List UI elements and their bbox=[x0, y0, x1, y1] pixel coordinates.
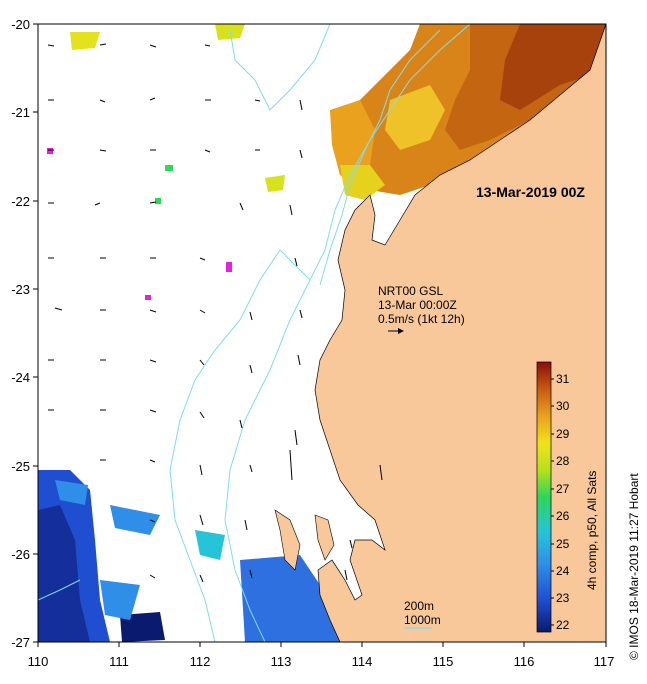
colorbar-tick-label: 22 bbox=[556, 618, 570, 632]
lat-tick-label: -23 bbox=[11, 282, 30, 297]
colorbar-ticks bbox=[551, 378, 554, 626]
legend-scale: 0.5m/s (1kt 12h) bbox=[378, 312, 465, 326]
island bbox=[314, 514, 335, 561]
colorbar-tick-label: 27 bbox=[556, 482, 570, 496]
lat-tick-label: -24 bbox=[11, 370, 30, 385]
island bbox=[274, 509, 301, 571]
colorbar-tick-label: 25 bbox=[556, 537, 570, 551]
lon-tick-label: 117 bbox=[594, 654, 615, 669]
lon-tick-label: 116 bbox=[514, 654, 535, 669]
colorbar-tick-label: 26 bbox=[556, 509, 570, 523]
colorbar-title: 4h comp, p50, All Sats bbox=[585, 471, 599, 590]
isobath-label-200: 200m bbox=[404, 599, 434, 613]
date-label: 13-Mar-2019 00Z bbox=[476, 184, 585, 200]
colorbar-tick-label: 31 bbox=[556, 372, 570, 386]
axis-ticks bbox=[33, 23, 607, 647]
lat-tick-label: -26 bbox=[11, 547, 30, 562]
legend-time: 13-Mar 00:00Z bbox=[378, 298, 457, 312]
credit-label: © IMOS 18-Mar-2019 11:27 Hobart bbox=[627, 473, 641, 660]
lat-tick-label: -20 bbox=[11, 17, 30, 32]
lat-tick-label: -21 bbox=[11, 105, 30, 120]
map-area bbox=[38, 24, 606, 642]
colorbar-tick-label: 28 bbox=[556, 454, 570, 468]
map-frame bbox=[37, 23, 607, 643]
lon-tick-label: 112 bbox=[190, 654, 211, 669]
current-vectors bbox=[47, 43, 383, 583]
colorbar-tick-label: 23 bbox=[556, 591, 570, 605]
colorbar-tick-label: 30 bbox=[556, 399, 570, 413]
land-mass bbox=[314, 24, 606, 642]
lon-tick-label: 113 bbox=[271, 654, 292, 669]
isobath-label-1000: 1000m bbox=[404, 613, 441, 627]
colorbar-tick-label: 24 bbox=[556, 564, 570, 578]
lat-tick-label: -25 bbox=[11, 459, 30, 474]
lon-tick-label: 114 bbox=[352, 654, 373, 669]
legend-title: NRT00 GSL bbox=[378, 284, 443, 298]
isobath-lines bbox=[38, 24, 471, 642]
lon-tick-label: 110 bbox=[28, 654, 49, 669]
lon-tick-label: 111 bbox=[109, 654, 129, 669]
sst-cool-patches bbox=[38, 470, 340, 642]
lat-tick-label: -22 bbox=[11, 194, 30, 209]
lon-tick-label: 115 bbox=[433, 654, 454, 669]
colorbar bbox=[536, 361, 552, 633]
lat-tick-label: -27 bbox=[11, 635, 30, 650]
colorbar-tick-label: 29 bbox=[556, 427, 570, 441]
sst-warm-patches bbox=[47, 24, 606, 300]
